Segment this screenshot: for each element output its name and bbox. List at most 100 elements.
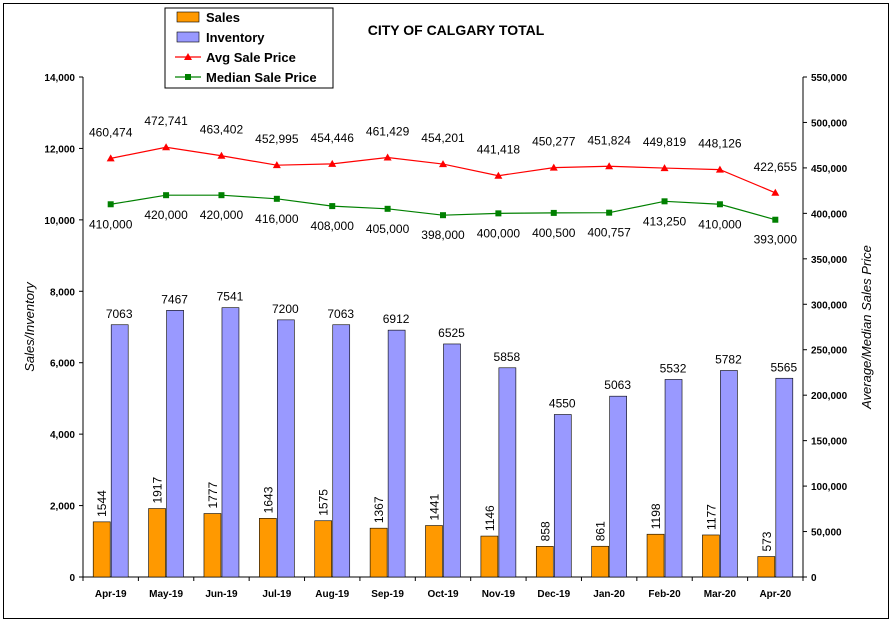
sales-bar [314, 520, 333, 578]
x-tick-label: Mar-20 [704, 589, 737, 600]
sales-value-label: 573 [760, 531, 774, 551]
legend-avg-marker [184, 53, 192, 60]
median-sale-price-marker [329, 203, 336, 210]
x-tick-label: Jun-19 [205, 589, 238, 600]
avg-sale-price-marker [328, 159, 337, 167]
inventory-bar [332, 324, 351, 578]
inventory-bar [387, 329, 406, 578]
y-left-tick-label: 10,000 [44, 216, 75, 227]
median-sale-price-marker [440, 212, 446, 219]
inventory-bar [775, 377, 794, 578]
legend-median-label: Median Sale Price [206, 70, 317, 85]
inventory-value-label: 5532 [660, 361, 687, 375]
inventory-bar [110, 324, 129, 578]
sales-bar [591, 545, 609, 578]
median-sale-price-marker [163, 192, 170, 199]
inventory-value-label: 7063 [106, 307, 133, 321]
avg-sale-price-value-label: 449,819 [643, 135, 687, 149]
median-sale-price-marker [107, 201, 114, 208]
inventory-value-label: 5782 [715, 353, 742, 367]
median-sale-price-value-label: 410,000 [698, 217, 742, 231]
y-right-tick-label: 350,000 [811, 255, 848, 266]
sales-bar [646, 533, 665, 578]
inventory-bar [277, 319, 295, 578]
inventory-bar [221, 307, 240, 578]
sales-value-label: 858 [538, 521, 552, 541]
y-left-tick-label: 6,000 [50, 359, 75, 370]
sales-bar [757, 556, 776, 578]
avg-sale-price-marker [383, 153, 392, 161]
avg-sale-price-value-label: 452,995 [255, 132, 299, 146]
y-left-tick-label: 2,000 [50, 502, 75, 513]
median-sale-price-value-label: 420,000 [144, 208, 188, 222]
inventory-bar [553, 414, 572, 578]
median-sale-price-value-label: 400,500 [532, 226, 576, 240]
avg-sale-price-marker [605, 162, 614, 170]
inventory-bar [664, 379, 683, 578]
inventory-bar [498, 367, 517, 578]
inventory-value-label: 4550 [549, 397, 576, 411]
sales-bar [259, 518, 277, 578]
y-right-tick-label: 0 [811, 573, 817, 584]
sales-bar [203, 513, 222, 578]
x-tick-label: Dec-19 [537, 589, 570, 600]
inventory-value-label: 6912 [383, 312, 410, 326]
sales-value-label: 1777 [206, 482, 220, 509]
chart-frame [3, 3, 889, 619]
legend-inventory-swatch [176, 31, 200, 43]
avg-sale-price-marker [771, 188, 780, 196]
sales-bar [535, 546, 554, 578]
avg-sale-price-value-label: 451,824 [587, 133, 631, 147]
median-sale-price-marker [384, 205, 391, 212]
sales-value-label: 1441 [428, 494, 442, 521]
legend-sales-swatch [176, 11, 200, 23]
x-tick-label: Sep-19 [371, 589, 404, 600]
inventory-value-label: 5565 [770, 360, 797, 374]
avg-sale-price-value-label: 422,655 [754, 160, 798, 174]
legend-inventory-label: Inventory [206, 30, 265, 45]
sales-bar [702, 534, 720, 578]
y-left-tick-label: 14,000 [44, 73, 75, 84]
sales-bar [92, 521, 111, 578]
sales-bar [148, 508, 166, 578]
inventory-value-label: 5063 [604, 378, 631, 392]
inventory-value-label: 7541 [217, 290, 244, 304]
avg-sale-price-marker [549, 163, 558, 171]
median-sale-price-marker [218, 192, 225, 199]
sales-value-label: 1917 [151, 477, 165, 504]
avg-sale-price-marker [106, 154, 115, 162]
avg-sale-price-marker [494, 171, 503, 179]
avg-sale-price-line [110, 146, 776, 194]
inventory-bar [166, 310, 184, 578]
y-right-tick-label: 250,000 [811, 346, 848, 357]
median-sale-price-value-label: 416,000 [255, 212, 299, 226]
avg-sale-price-value-label: 448,126 [698, 137, 742, 151]
y-left-axis-title: Sales/Inventory [22, 281, 37, 372]
x-tick-label: Feb-20 [648, 589, 681, 600]
sales-value-label: 1177 [704, 504, 718, 530]
x-tick-label: May-19 [149, 589, 183, 600]
y-left-tick-label: 8,000 [50, 287, 75, 298]
y-left-tick-label: 12,000 [44, 144, 75, 155]
y-left-tick-label: 4,000 [50, 430, 75, 441]
y-right-tick-label: 100,000 [811, 482, 848, 493]
x-tick-label: Jan-20 [593, 589, 625, 600]
median-sale-price-marker [550, 209, 557, 216]
y-right-tick-label: 500,000 [811, 118, 848, 129]
y-right-tick-label: 400,000 [811, 209, 848, 220]
sales-bar [425, 525, 443, 578]
chart-title: CITY OF CALGARY TOTAL [368, 22, 545, 38]
x-tick-label: Oct-19 [427, 589, 459, 600]
legend-sales-label: Sales [206, 10, 240, 25]
sales-bar [480, 535, 499, 578]
y-right-axis-title: Average/Median Sales Price [859, 245, 874, 410]
inventory-value-label: 7467 [161, 292, 188, 306]
avg-sale-price-marker [162, 143, 171, 151]
avg-sale-price-value-label: 461,429 [366, 125, 410, 139]
median-sale-price-value-label: 398,000 [421, 228, 465, 242]
x-tick-label: Apr-19 [95, 589, 127, 600]
avg-sale-price-value-label: 460,474 [89, 125, 133, 139]
legend-avg-label: Avg Sale Price [206, 50, 296, 65]
avg-sale-price-value-label: 454,201 [421, 131, 465, 145]
